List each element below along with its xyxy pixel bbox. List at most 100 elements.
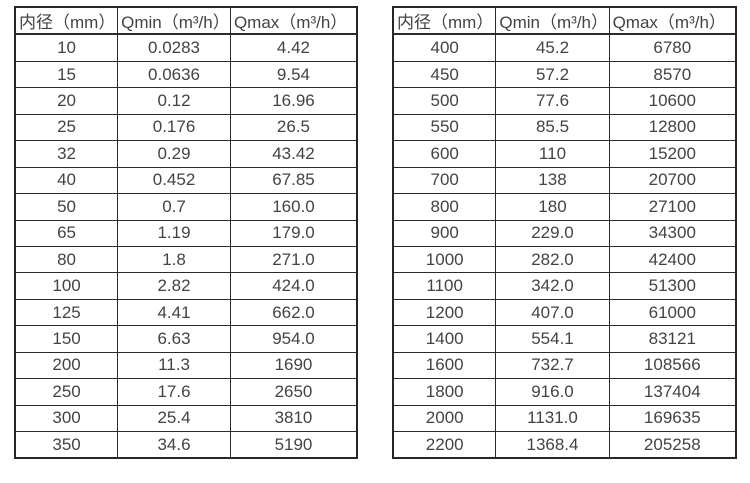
table-cell: 600 [392,140,497,168]
table-row: 40 0.452 67.85 [14,166,358,195]
table-cell: 554.1 [495,325,610,353]
table-cell: 350 [14,431,119,459]
table-row: 2200 1368.4 205258 [392,431,737,459]
table-cell: 0.29 [117,140,231,168]
table-row: 1800 916.0 137404 [392,378,737,406]
table-cell: 10 [14,33,119,62]
table-row: 1400 554.1 83121 [392,325,737,353]
table-cell: 138 [495,166,610,195]
table-cell: 77.6 [495,87,610,115]
table-row: 100 2.82 424.0 [14,272,358,300]
table-row: 15 0.0636 9.54 [14,60,358,89]
table-cell: 2.82 [117,272,231,300]
table-row: 500 77.6 10600 [392,87,737,115]
table-row: 25 0.176 26.5 [14,113,358,142]
table-row: 350 34.6 5190 [14,431,358,459]
table-cell: 916.0 [495,378,610,406]
table-cell: 180 [495,193,610,221]
table-row: 900 229.0 34300 [392,219,737,247]
table-row: 550 85.5 12800 [392,113,737,142]
table-row: 125 4.41 662.0 [14,298,358,327]
table-cell: 51300 [608,272,737,300]
column-header: Qmax（m³/h） [229,6,358,36]
table-cell: 25.4 [117,404,231,433]
table-row: 400 45.2 6780 [392,33,737,62]
table-cell: 43.42 [229,140,358,168]
table-cell: 61000 [608,298,737,327]
table-row: 450 57.2 8570 [392,60,737,89]
table-row: 150 6.63 954.0 [14,325,358,353]
table-row: 65 1.19 179.0 [14,219,358,247]
table-cell: 5190 [229,431,358,459]
table-cell: 900 [392,219,497,247]
column-header: 内径（mm） [14,6,119,36]
table-cell: 65 [14,219,119,247]
table-row: 1100 342.0 51300 [392,272,737,300]
table-cell: 137404 [608,378,737,406]
table-cell: 45.2 [495,33,610,62]
table-cell: 0.12 [117,87,231,115]
table-row: 80 1.8 271.0 [14,245,358,274]
table-cell: 34300 [608,219,737,247]
table-cell: 42400 [608,245,737,274]
table-cell: 32 [14,140,119,168]
table-cell: 450 [392,60,497,89]
table-cell: 1600 [392,351,497,380]
table-cell: 500 [392,87,497,115]
table-cell: 700 [392,166,497,195]
table-cell: 11.3 [117,351,231,380]
table-cell: 15200 [608,140,737,168]
table-cell: 205258 [608,431,737,459]
table-cell: 4.41 [117,298,231,327]
column-header: 内径（mm） [392,6,497,36]
table-cell: 800 [392,193,497,221]
table-cell: 26.5 [229,113,358,142]
flow-spec-table-small-diameters: 内径（mm） Qmin（m³/h） Qmax（m³/h） 10 0.0283 4.42 1… [14,6,358,460]
table-cell: 179.0 [229,219,358,247]
table-cell: 2200 [392,431,497,459]
table-cell: 169635 [608,404,737,433]
table-row: 250 17.6 2650 [14,378,358,406]
table-cell: 0.0283 [117,33,231,62]
table-row: 32 0.29 43.42 [14,140,358,168]
table-cell: 3810 [229,404,358,433]
table-cell: 1800 [392,378,497,406]
table-cell: 15 [14,60,119,89]
table-cell: 424.0 [229,272,358,300]
table-cell: 6.63 [117,325,231,353]
table-cell: 282.0 [495,245,610,274]
table-cell: 732.7 [495,351,610,380]
table-cell: 17.6 [117,378,231,406]
table-cell: 25 [14,113,119,142]
table-cell: 150 [14,325,119,353]
table-cell: 0.7 [117,193,231,221]
table-cell: 12800 [608,113,737,142]
column-header: Qmax（m³/h） [608,6,737,36]
table-cell: 8570 [608,60,737,89]
table-cell: 160.0 [229,193,358,221]
table-row: 800 180 27100 [392,193,737,221]
table-cell: 1690 [229,351,358,380]
table-cell: 57.2 [495,60,610,89]
table-cell: 1200 [392,298,497,327]
table-cell: 662.0 [229,298,358,327]
table-cell: 2000 [392,404,497,433]
table-cell: 83121 [608,325,737,353]
table-cell: 67.85 [229,166,358,195]
table-cell: 6780 [608,33,737,62]
table-cell: 4.42 [229,33,358,62]
table-row: 20 0.12 16.96 [14,87,358,115]
table-cell: 271.0 [229,245,358,274]
header-row: 内径（mm） Qmin（m³/h） Qmax（m³/h） [14,6,358,36]
table-cell: 100 [14,272,119,300]
table-cell: 27100 [608,193,737,221]
table-cell: 1.19 [117,219,231,247]
table-row: 2000 1131.0 169635 [392,404,737,433]
table-cell: 954.0 [229,325,358,353]
table-cell: 16.96 [229,87,358,115]
table-row: 1000 282.0 42400 [392,245,737,274]
table-cell: 550 [392,113,497,142]
table-cell: 400 [392,33,497,62]
table-cell: 20 [14,87,119,115]
